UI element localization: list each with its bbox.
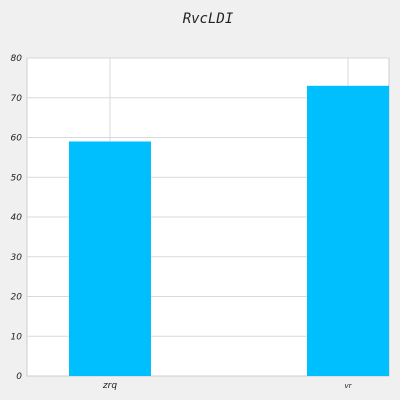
y-axis-ticks: 0 10 20 30 40 50 60 70 80 [11, 54, 23, 382]
y-tick-label: 0 [16, 372, 22, 382]
y-tick-label: 70 [11, 94, 23, 104]
x-tick-label: zrq [102, 381, 117, 391]
y-tick-label: 10 [11, 332, 23, 342]
y-tick-label: 30 [11, 253, 23, 263]
y-tick-label: 50 [11, 173, 23, 183]
chart-title: RvcLDI [183, 11, 234, 27]
y-tick-label: 20 [11, 293, 23, 303]
y-tick-label: 80 [11, 54, 23, 64]
x-axis-ticks: zrq vr [102, 381, 353, 391]
bar-zrq [69, 141, 151, 376]
y-tick-label: 60 [11, 134, 23, 144]
bar-vr [307, 86, 389, 376]
y-tick-label: 40 [11, 213, 23, 223]
x-tick-label: vr [344, 382, 352, 390]
